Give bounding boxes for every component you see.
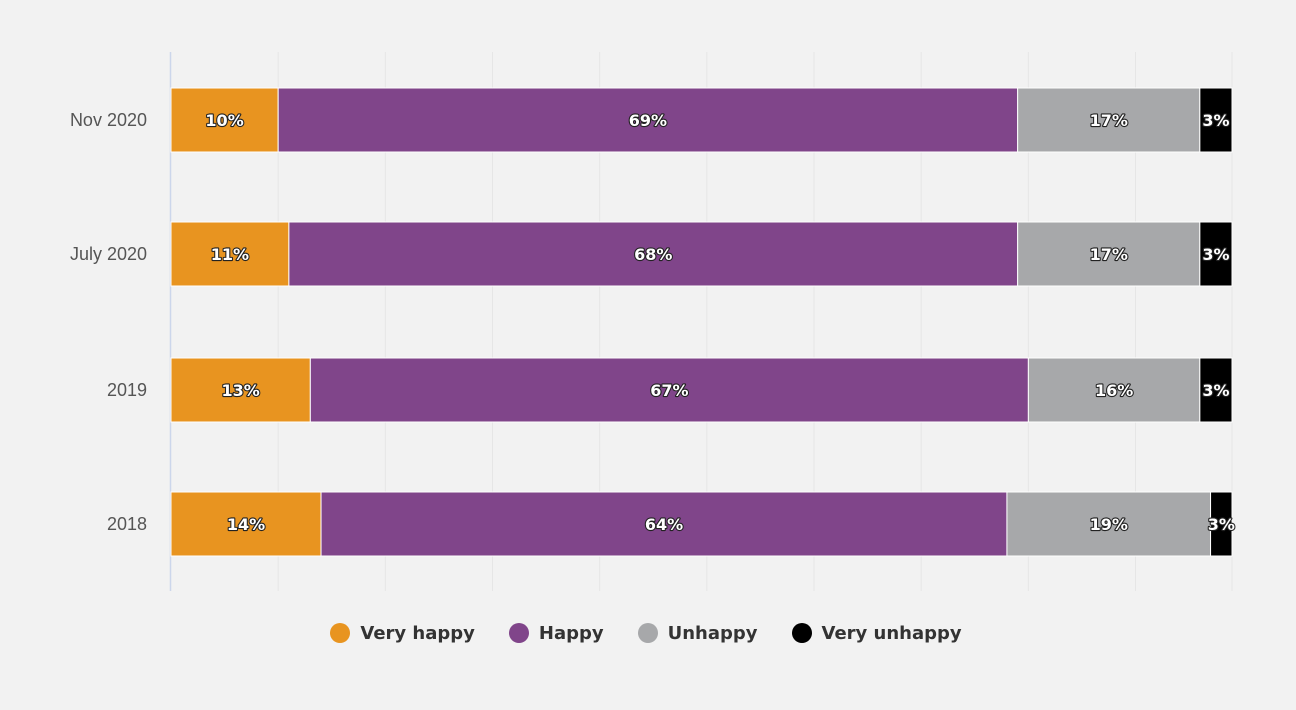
bar-segment-unhappy (1027, 357, 1201, 423)
bar-segment-very-happy (170, 87, 279, 153)
bar-segment-unhappy (1017, 221, 1201, 287)
legend-item-happy[interactable]: Happy (508, 622, 604, 644)
legend-label-happy: Happy (538, 622, 604, 644)
data-label-happy: 69% (629, 111, 667, 130)
bar-segment-very-unhappy (1199, 357, 1233, 423)
bar-segment-happy (288, 221, 1019, 287)
bar-segment-very-happy (170, 357, 311, 423)
category-label: 2019 (107, 380, 147, 400)
data-label-very-unhappy: 3% (1202, 111, 1229, 130)
bar-segment-happy (309, 357, 1029, 423)
bar-segment-happy (320, 491, 1008, 557)
data-label-unhappy: 19% (1090, 515, 1128, 534)
bar-segment-very-unhappy (1210, 491, 1233, 557)
bar-segment-unhappy (1017, 87, 1201, 153)
data-label-very-happy: 11% (211, 245, 249, 264)
legend-label-very-happy: Very happy (360, 622, 475, 644)
data-label-very-unhappy: 3% (1208, 515, 1235, 534)
data-label-unhappy: 16% (1095, 381, 1133, 400)
data-label-happy: 68% (634, 245, 672, 264)
data-label-happy: 64% (645, 515, 683, 534)
data-label-very-happy: 14% (227, 515, 265, 534)
legend-swatch-very-happy (330, 623, 351, 643)
data-label-very-happy: 10% (205, 111, 243, 130)
bar-segment-very-happy (170, 221, 290, 287)
legend-item-very-happy[interactable]: Very happy (330, 623, 475, 644)
bar-segment-very-unhappy (1199, 87, 1233, 153)
category-label: 2018 (107, 514, 147, 534)
data-label-unhappy: 17% (1090, 111, 1128, 130)
bar-segment-very-happy (170, 491, 322, 557)
data-label-unhappy: 17% (1090, 245, 1128, 264)
bar-segment-very-unhappy (1199, 221, 1233, 287)
legend-label-unhappy: Unhappy (667, 622, 758, 644)
chart-plot-area: Nov 2020 10% 69% 17% 3% July 2020 11% 68% 17% 3% 2… (70, 52, 1236, 591)
bar-segment-happy (277, 87, 1019, 153)
category-label: July 2020 (70, 244, 147, 264)
legend-label-very-unhappy: Very unhappy (821, 622, 962, 644)
bar-segment-unhappy (1006, 491, 1212, 557)
legend-item-unhappy[interactable]: Unhappy (637, 622, 758, 644)
legend-swatch-happy (508, 623, 529, 643)
data-label-very-unhappy: 3% (1202, 245, 1229, 264)
data-label-happy: 67% (650, 381, 688, 400)
legend-item-very-unhappy[interactable]: Very unhappy (791, 622, 962, 644)
data-label-very-unhappy: 3% (1202, 381, 1229, 400)
category-label: Nov 2020 (70, 110, 147, 130)
legend-swatch-unhappy (637, 623, 658, 643)
legend-swatch-very-unhappy (791, 623, 812, 643)
data-label-very-happy: 13% (222, 381, 260, 400)
chart-legend: Very happy Happy Unhappy Very unhappy (0, 617, 1296, 649)
